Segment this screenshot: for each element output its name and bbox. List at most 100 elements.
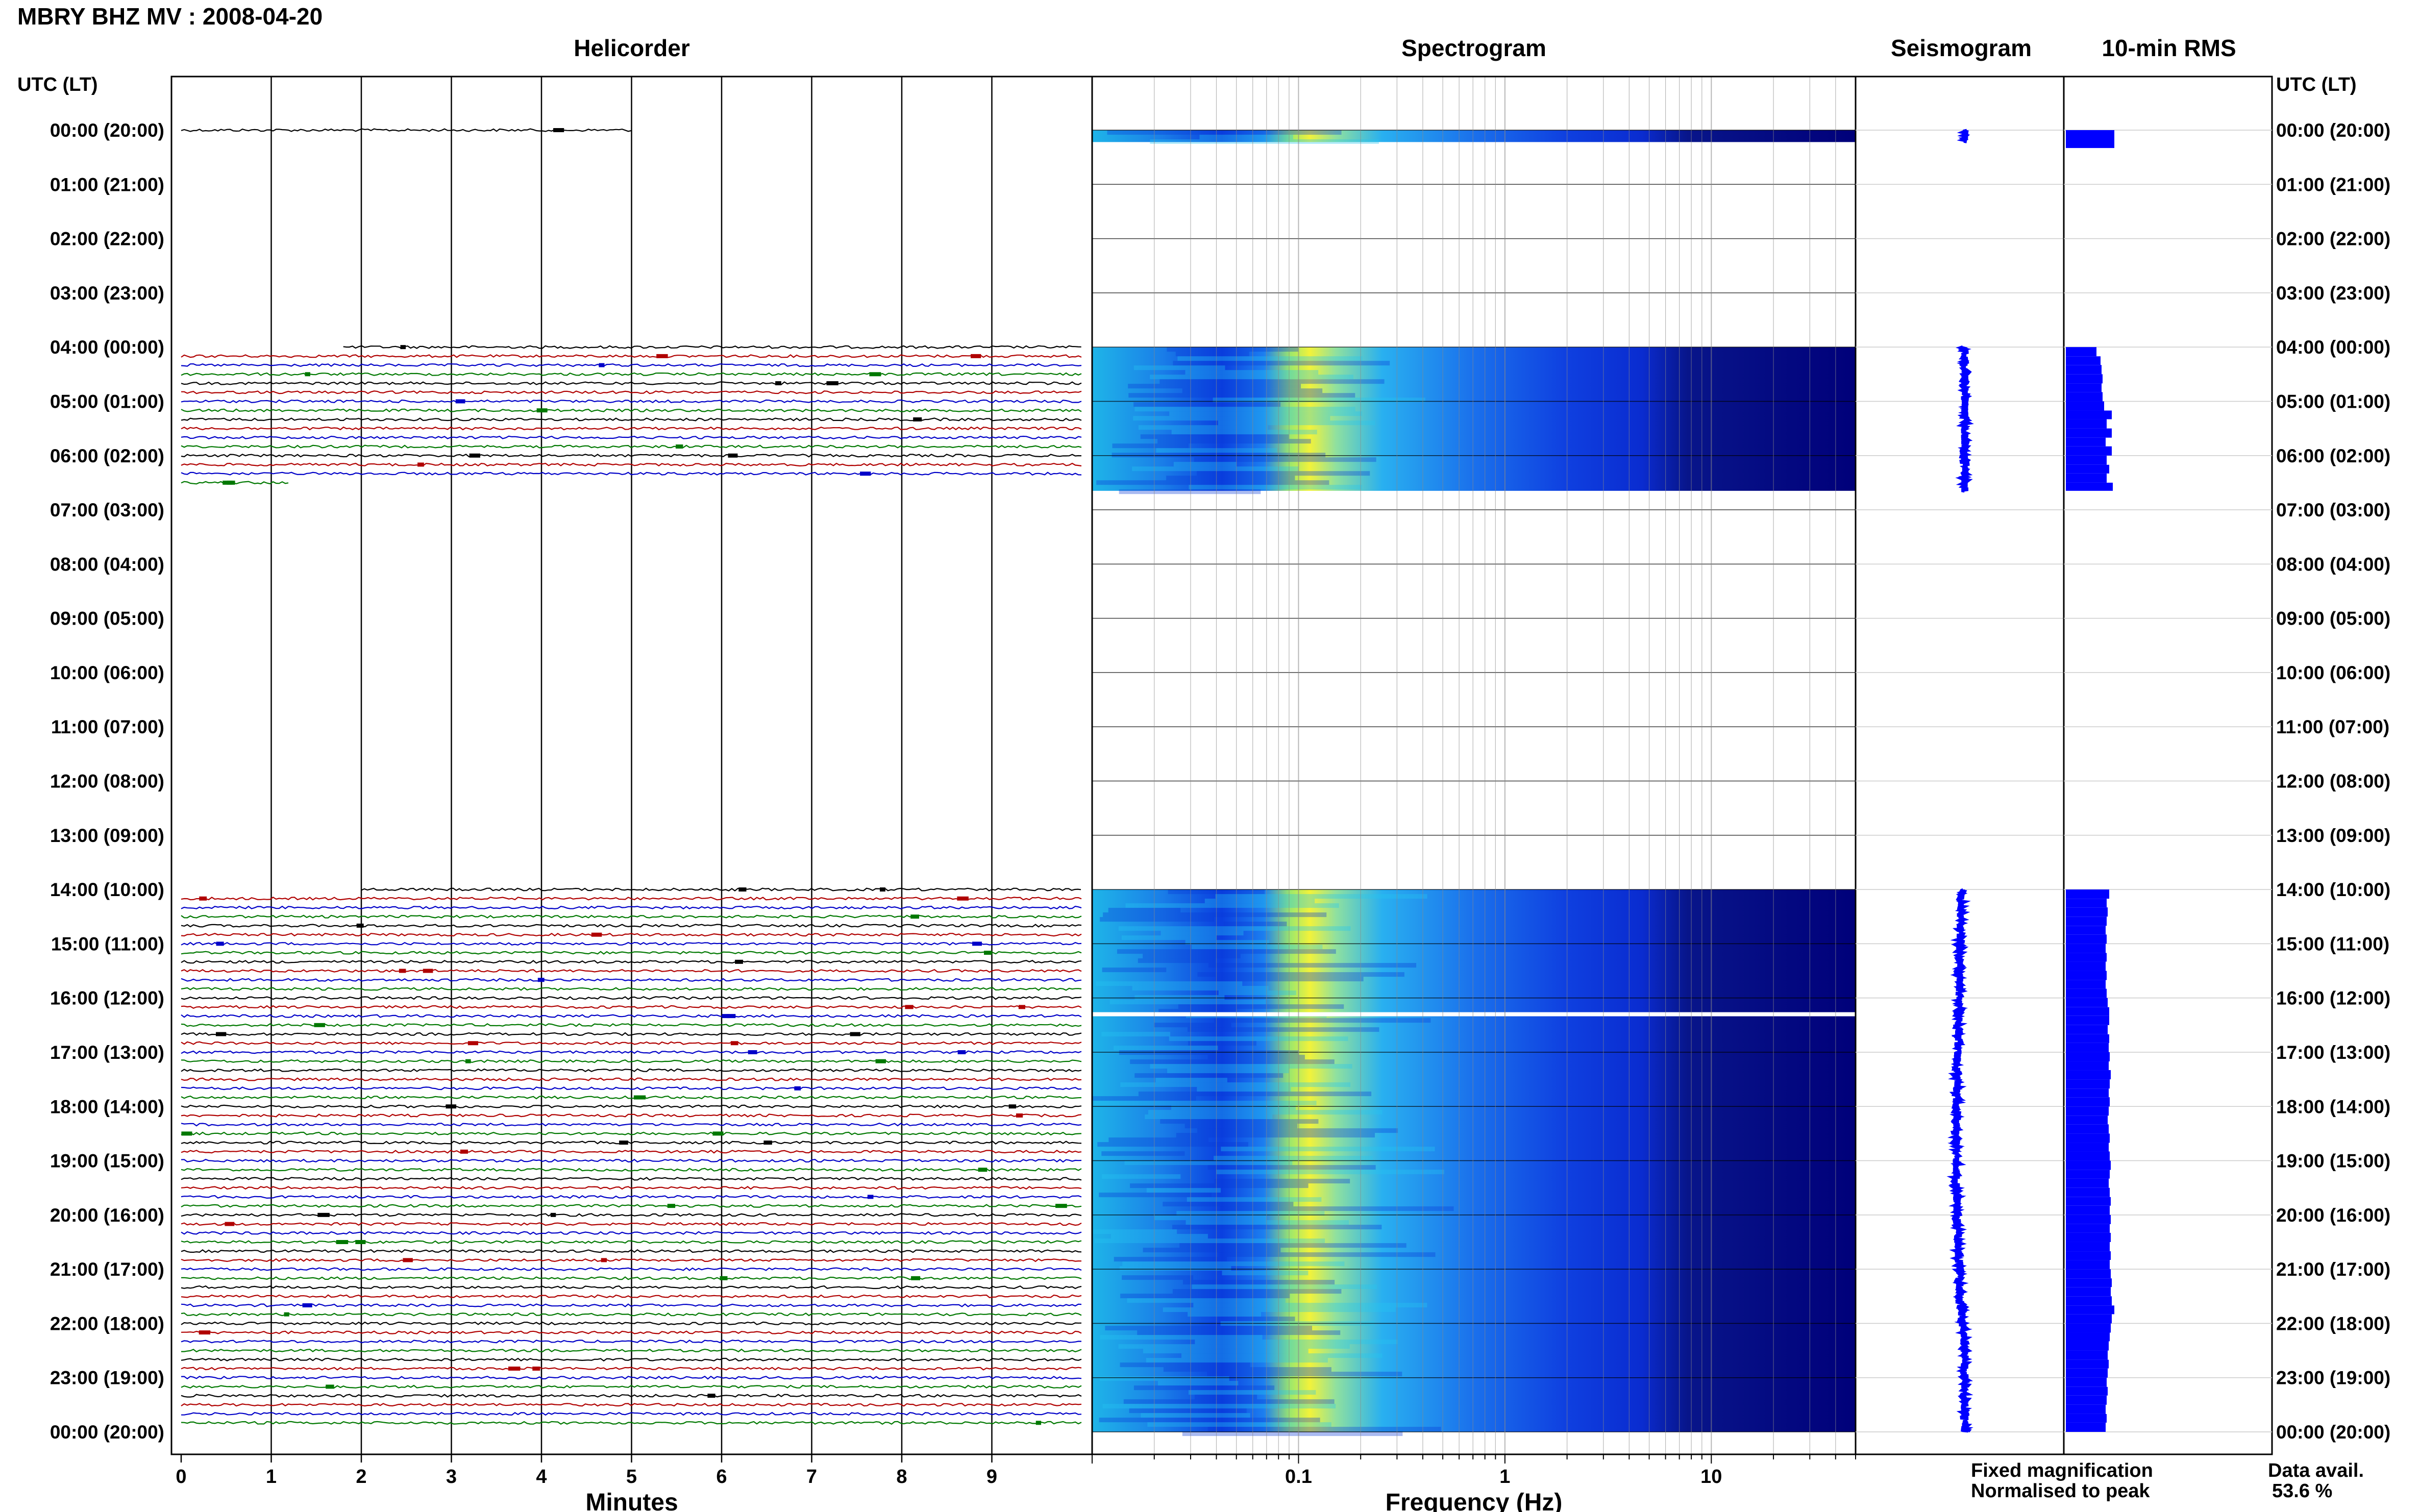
helicorder-trace xyxy=(181,1014,1082,1018)
spectrogram-texture xyxy=(1215,894,1427,899)
helicorder-event xyxy=(656,354,668,358)
rms-bar xyxy=(2066,1116,2108,1125)
spectrogram-texture xyxy=(1099,1193,1212,1198)
helicorder-event xyxy=(1008,1104,1017,1109)
rms-bar xyxy=(2066,1224,2110,1233)
rms-bar xyxy=(2066,916,2107,926)
helicorder-trace xyxy=(343,345,1081,349)
spectrogram-texture xyxy=(1148,1110,1383,1115)
spectrogram-texture xyxy=(1128,393,1355,398)
rms-bar xyxy=(2066,907,2108,917)
rms-bar xyxy=(2066,1260,2110,1270)
helicorder-trace xyxy=(181,1068,1082,1073)
helicorder-event xyxy=(910,914,920,919)
spectrogram-texture xyxy=(1141,1413,1250,1418)
spectrogram-texture xyxy=(1188,1027,1379,1032)
helicorder-trace xyxy=(181,1294,1082,1298)
spectrogram-texture xyxy=(1163,1367,1331,1372)
helicorder-trace xyxy=(181,1177,1082,1181)
spectrogram-texture xyxy=(1182,1431,1403,1436)
helicorder-trace xyxy=(181,978,1082,982)
helicorder-event xyxy=(957,1050,966,1054)
spectrogram-texture xyxy=(1094,1238,1325,1244)
helicorder-trace xyxy=(181,1050,1082,1054)
hour-label-right: 00:00 (20:00) xyxy=(2276,1422,2390,1443)
spectrogram-texture xyxy=(1161,931,1244,936)
helicorder-event xyxy=(1055,1204,1067,1208)
helicorder-event xyxy=(227,480,235,485)
helicorder-event xyxy=(591,932,602,937)
spectrogram-texture xyxy=(1101,1151,1185,1156)
helicorder-event xyxy=(302,1303,312,1307)
spectrogram-texture xyxy=(1150,1064,1352,1069)
spectrogram-texture xyxy=(1133,402,1281,407)
spectrogram-texture xyxy=(1114,1257,1227,1262)
seismogram-panel xyxy=(1855,76,2065,1455)
data-availability-label: Data avail. xyxy=(2268,1460,2364,1481)
helicorder-trace xyxy=(181,1086,1082,1090)
minutes-axis-label: Minutes xyxy=(585,1489,678,1512)
rms-bar xyxy=(2066,1178,2109,1188)
spectrogram-texture xyxy=(1163,1202,1294,1207)
spectrogram-texture xyxy=(1221,1147,1435,1152)
spectrogram-texture xyxy=(1171,430,1317,435)
helicorder-trace xyxy=(181,444,1082,449)
spectrogram-texture xyxy=(1182,1280,1335,1285)
spectrogram-texture xyxy=(1120,1082,1351,1087)
spectrogram-texture xyxy=(1122,1275,1194,1280)
legend-fixed-magnification: Fixed magnification xyxy=(1971,1460,2153,1481)
helicorder-event xyxy=(305,372,310,377)
helicorder-event xyxy=(423,969,433,973)
helicorder-trace xyxy=(181,1403,1082,1407)
helicorder-event xyxy=(1016,1113,1023,1118)
helicorder-event xyxy=(875,1059,886,1063)
helicorder-trace xyxy=(181,924,1082,928)
rms-bar xyxy=(2066,1368,2108,1378)
hour-label-right: 21:00 (17:00) xyxy=(2276,1259,2390,1280)
helicorder-event xyxy=(794,1086,801,1090)
rms-bar xyxy=(2066,1007,2109,1016)
rms-bar xyxy=(2066,410,2112,419)
spectrogram-texture xyxy=(1175,352,1249,357)
helicorder-event xyxy=(726,1014,736,1019)
helicorder-event xyxy=(199,896,207,901)
helicorder-event xyxy=(356,923,364,928)
spectrogram-texture xyxy=(1130,1059,1335,1064)
helicorder-trace xyxy=(181,1312,1082,1317)
rms-bar xyxy=(2066,1232,2111,1242)
helicorder-trace xyxy=(181,1394,1082,1398)
spectrogram-texture xyxy=(1159,379,1385,384)
spectrogram-texture xyxy=(1197,1128,1398,1133)
frequency-tick-label: 0.1 xyxy=(1285,1466,1312,1488)
spectrogram-texture xyxy=(1118,1344,1350,1349)
hour-label-right: 06:00 (02:00) xyxy=(2276,445,2390,466)
spectrogram-texture xyxy=(1167,347,1299,352)
helicorder-trace xyxy=(181,1186,1082,1190)
helicorder-trace xyxy=(181,1041,1082,1046)
helicorder-trace xyxy=(181,1375,1082,1380)
rms-bar xyxy=(2066,1079,2110,1089)
helicorder-event xyxy=(879,887,885,892)
rms-bar xyxy=(2066,1214,2111,1224)
spectrogram-texture xyxy=(1193,1303,1427,1308)
spectrogram-texture xyxy=(1143,1248,1281,1253)
spectrogram-texture xyxy=(1185,940,1269,945)
helicorder-event xyxy=(619,1141,628,1145)
helicorder-event xyxy=(446,1104,457,1109)
helicorder-trace xyxy=(181,1023,1082,1027)
spectrogram-texture xyxy=(1138,958,1216,963)
rms-bar xyxy=(2066,1278,2112,1287)
rms-bar xyxy=(2066,1323,2111,1333)
helicorder-event xyxy=(215,1032,227,1036)
rms-bar xyxy=(2066,1205,2110,1215)
spectrogram-texture xyxy=(1176,1211,1325,1216)
spectrogram-texture xyxy=(1186,1220,1349,1225)
hour-label-right: 00:00 (20:00) xyxy=(2276,120,2390,141)
spectrogram-texture xyxy=(1191,945,1323,950)
rms-bar xyxy=(2066,971,2107,980)
spectrogram-texture xyxy=(1133,416,1330,421)
spectrogram-texture xyxy=(1101,1032,1171,1037)
rms-bar xyxy=(2066,1088,2109,1098)
hour-label-right: 04:00 (00:00) xyxy=(2276,337,2390,358)
rms-bar xyxy=(2066,1395,2107,1405)
